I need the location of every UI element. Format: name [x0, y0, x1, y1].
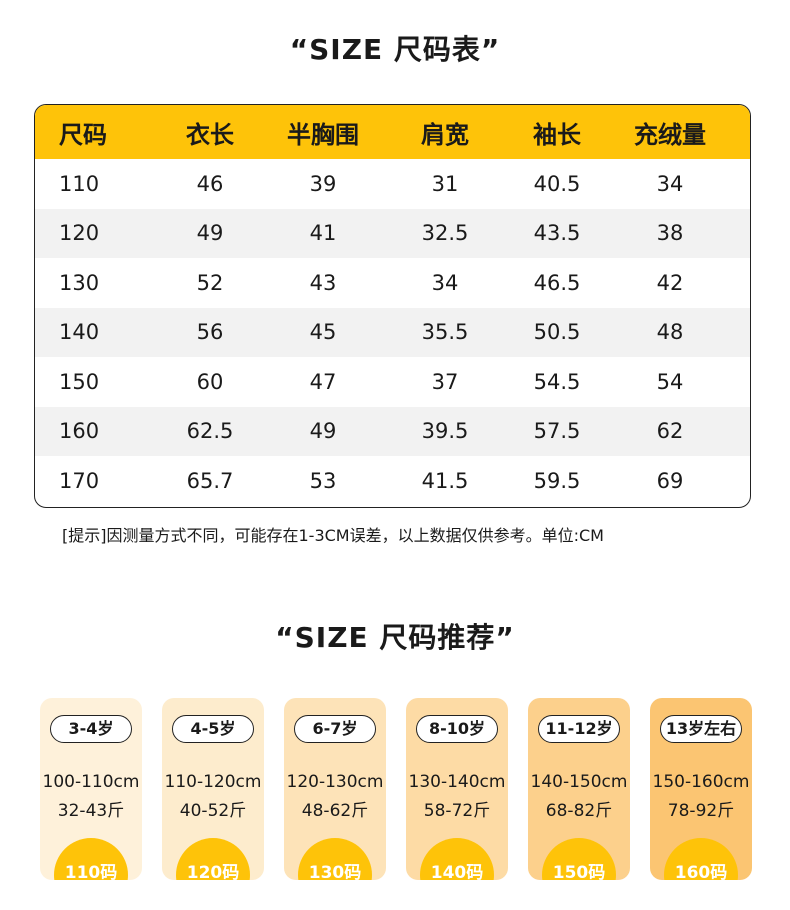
table-row: 150 60 47 37 54.5 54: [35, 357, 750, 407]
table-cell: 56: [196, 320, 224, 345]
age-pill: 3-4岁: [50, 715, 132, 743]
table-cell: 46: [196, 171, 224, 196]
table-cell: 120: [59, 221, 100, 246]
height-range: 140-150cm: [530, 772, 628, 792]
table-cell: 49: [196, 221, 224, 246]
header-size: 尺码: [59, 120, 107, 149]
size-badge-label: 140码: [430, 863, 484, 880]
size-badge-label: 120码: [186, 863, 240, 880]
size-badge-label: 150码: [552, 863, 606, 880]
recommend-cards: 3-4岁 100-110cm 32-43斤 110码 4-5岁 110-120c…: [40, 698, 752, 880]
table-cell: 52: [196, 270, 224, 295]
height-range: 110-120cm: [164, 772, 262, 792]
table-cell: 42: [656, 270, 684, 295]
size-chart-title: “SIZE 尺码表”: [289, 33, 501, 66]
age-pill: 4-5岁: [172, 715, 254, 743]
table-cell: 47: [309, 369, 337, 394]
weight-range: 48-62斤: [301, 801, 369, 821]
table-cell: 41.5: [421, 468, 469, 493]
recommend-card: 11-12岁 140-150cm 68-82斤 150码: [528, 698, 630, 880]
header-half-chest: 半胸围: [287, 120, 359, 149]
recommend-card: 6-7岁 120-130cm 48-62斤 130码: [284, 698, 386, 880]
table-cell: 170: [59, 468, 100, 493]
table-cell: 54.5: [533, 369, 581, 394]
table-cell: 40.5: [533, 171, 581, 196]
table-cell: 130: [59, 270, 100, 295]
recommend-title: “SIZE 尺码推荐”: [275, 621, 515, 654]
table-cell: 62.5: [186, 419, 234, 444]
table-header: 尺码 衣长 半胸围 肩宽 袖长 充绒量: [35, 105, 750, 159]
size-badge-label: 160码: [674, 863, 728, 880]
table-row: 120 49 41 32.5 43.5 38: [35, 208, 750, 258]
size-table: 尺码 衣长 半胸围 肩宽 袖长 充绒量 110 46 39 31 40.5 34…: [34, 104, 751, 508]
table-cell: 65.7: [186, 468, 234, 493]
height-range: 130-140cm: [408, 772, 506, 792]
age-pill: 6-7岁: [294, 715, 376, 743]
table-cell: 31: [431, 171, 459, 196]
size-badge-label: 130码: [308, 863, 362, 880]
table-cell: 34: [656, 171, 684, 196]
table-cell: 53: [309, 468, 337, 493]
table-cell: 57.5: [533, 419, 581, 444]
table-cell: 54: [656, 369, 684, 394]
table-cell: 69: [656, 468, 684, 493]
recommend-card: 8-10岁 130-140cm 58-72斤 140码: [406, 698, 508, 880]
recommend-card: 3-4岁 100-110cm 32-43斤 110码: [40, 698, 142, 880]
table-cell: 160: [59, 419, 100, 444]
table-cell: 43.5: [533, 221, 581, 246]
table-cell: 37: [431, 369, 459, 394]
height-range: 150-160cm: [652, 772, 750, 792]
table-row: 130 52 43 34 46.5 42: [35, 258, 750, 308]
table-row: 170 65.7 53 41.5 59.5 69: [35, 456, 750, 506]
table-cell: 32.5: [421, 221, 469, 246]
table-row: 110 46 39 31 40.5 34: [35, 159, 750, 209]
table-cell: 110: [59, 171, 100, 196]
table-cell: 49: [309, 419, 337, 444]
height-range: 100-110cm: [42, 772, 140, 792]
age-pill: 11-12岁: [538, 715, 620, 743]
table-cell: 39.5: [421, 419, 469, 444]
recommend-card: 4-5岁 110-120cm 40-52斤 120码: [162, 698, 264, 880]
table-cell: 48: [656, 320, 684, 345]
height-range: 120-130cm: [286, 772, 384, 792]
table-cell: 45: [309, 320, 337, 345]
weight-range: 58-72斤: [423, 801, 491, 821]
table-row: 140 56 45 35.5 50.5 48: [35, 307, 750, 357]
table-row: 160 62.5 49 39.5 57.5 62: [35, 406, 750, 456]
weight-range: 40-52斤: [179, 801, 247, 821]
table-cell: 35.5: [421, 320, 469, 345]
table-cell: 38: [656, 221, 684, 246]
table-cell: 140: [59, 320, 100, 345]
table-cell: 43: [309, 270, 337, 295]
header-fill: 充绒量: [634, 120, 706, 149]
weight-range: 32-43斤: [57, 801, 125, 821]
table-cell: 60: [196, 369, 224, 394]
size-badge-label: 110码: [64, 863, 118, 880]
table-cell: 41: [309, 221, 337, 246]
weight-range: 78-92斤: [667, 801, 735, 821]
age-pill: 8-10岁: [416, 715, 498, 743]
table-cell: 62: [656, 419, 684, 444]
table-cell: 59.5: [533, 468, 581, 493]
recommend-card: 13岁左右 150-160cm 78-92斤 160码: [650, 698, 752, 880]
weight-range: 68-82斤: [545, 801, 613, 821]
table-cell: 34: [431, 270, 459, 295]
measurement-note: [提示]因测量方式不同，可能存在1-3CM误差，以上数据仅供参考。单位:CM: [62, 526, 604, 545]
table-cell: 39: [309, 171, 337, 196]
table-cell: 50.5: [533, 320, 581, 345]
table-cell: 46.5: [533, 270, 581, 295]
age-pill: 13岁左右: [660, 715, 742, 743]
header-shoulder: 肩宽: [421, 120, 469, 149]
header-sleeve: 袖长: [533, 120, 581, 149]
header-length: 衣长: [186, 120, 234, 149]
table-cell: 150: [59, 369, 100, 394]
